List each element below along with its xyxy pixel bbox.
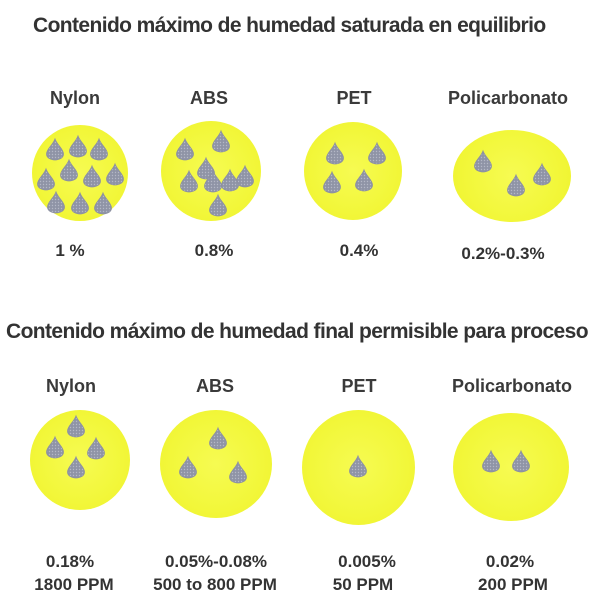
water-drop-icon xyxy=(204,169,222,193)
section2-ppm-abs: 500 to 800 PPM xyxy=(153,575,277,594)
water-drop-icon xyxy=(180,169,198,193)
water-drop-icon xyxy=(67,455,85,479)
water-drop-icon xyxy=(507,173,525,197)
section1-value-nylon: 1 % xyxy=(55,241,85,260)
section2-ppm-pet: 50 PPM xyxy=(332,575,394,594)
section1-label-abs: ABS xyxy=(189,88,228,108)
water-drop-icon xyxy=(209,426,227,450)
section2-value-policarbonato: 0.02% xyxy=(485,552,535,571)
water-drop-icon xyxy=(67,414,85,438)
water-drop-icon xyxy=(106,162,124,186)
section1-value-policarbonato: 0.2%-0.3% xyxy=(461,244,545,263)
water-drop-icon xyxy=(482,449,500,473)
section1-circle-pet xyxy=(304,122,402,220)
water-drop-icon xyxy=(533,162,551,186)
section2-value-nylon: 0.18% xyxy=(45,552,95,571)
section2-value-abs: 0.05%-0.08% xyxy=(164,552,268,571)
section2-ppm-policarbonato: 200 PPM xyxy=(478,575,548,594)
water-drop-icon xyxy=(60,158,78,182)
water-drop-icon xyxy=(71,191,89,215)
water-drop-icon xyxy=(90,137,108,161)
section1-label-policarbonato: Policarbonato xyxy=(447,88,568,108)
section1-title: Contenido máximo de humedad saturada en … xyxy=(33,14,546,37)
water-drop-icon xyxy=(512,449,530,473)
section1-label-pet: PET xyxy=(336,88,372,108)
section2-label-pet: PET xyxy=(341,376,377,396)
water-drop-icon xyxy=(474,149,492,173)
water-drop-icon xyxy=(197,156,215,180)
water-drop-icon xyxy=(46,137,64,161)
water-drop-icon xyxy=(212,129,230,153)
section2-label-nylon: Nylon xyxy=(45,376,96,396)
water-drop-icon xyxy=(323,170,341,194)
water-drop-icon xyxy=(368,141,386,165)
water-drop-icon xyxy=(179,455,197,479)
water-drop-icon xyxy=(69,134,87,158)
water-drop-icon xyxy=(46,435,64,459)
section2-label-policarbonato: Policarbonato xyxy=(451,376,572,396)
water-drop-icon xyxy=(229,460,247,484)
section1-value-abs: 0.8% xyxy=(194,241,234,260)
water-drop-icon xyxy=(349,454,367,478)
section2-value-pet: 0.005% xyxy=(338,552,396,571)
water-drop-icon xyxy=(83,164,101,188)
water-drop-icon xyxy=(221,168,239,192)
section1-label-nylon: Nylon xyxy=(49,88,100,108)
water-drop-icon xyxy=(94,191,112,215)
water-drop-icon xyxy=(236,164,254,188)
section1-value-pet: 0.4% xyxy=(339,241,379,260)
section2-circle-abs xyxy=(160,410,272,518)
water-drop-icon xyxy=(355,168,373,192)
section1-circle-policarbonato xyxy=(453,130,571,222)
water-drop-icon xyxy=(176,137,194,161)
section2-circle-policarbonato xyxy=(453,413,569,521)
section2-title: Contenido máximo de humedad final permis… xyxy=(6,320,589,343)
water-drop-icon xyxy=(209,193,227,217)
section2-label-abs: ABS xyxy=(195,376,234,396)
water-drop-icon xyxy=(47,190,65,214)
water-drop-icon xyxy=(326,141,344,165)
water-drop-icon xyxy=(37,167,55,191)
water-drop-icon xyxy=(87,436,105,460)
section2-ppm-nylon: 1800 PPM xyxy=(34,575,114,594)
